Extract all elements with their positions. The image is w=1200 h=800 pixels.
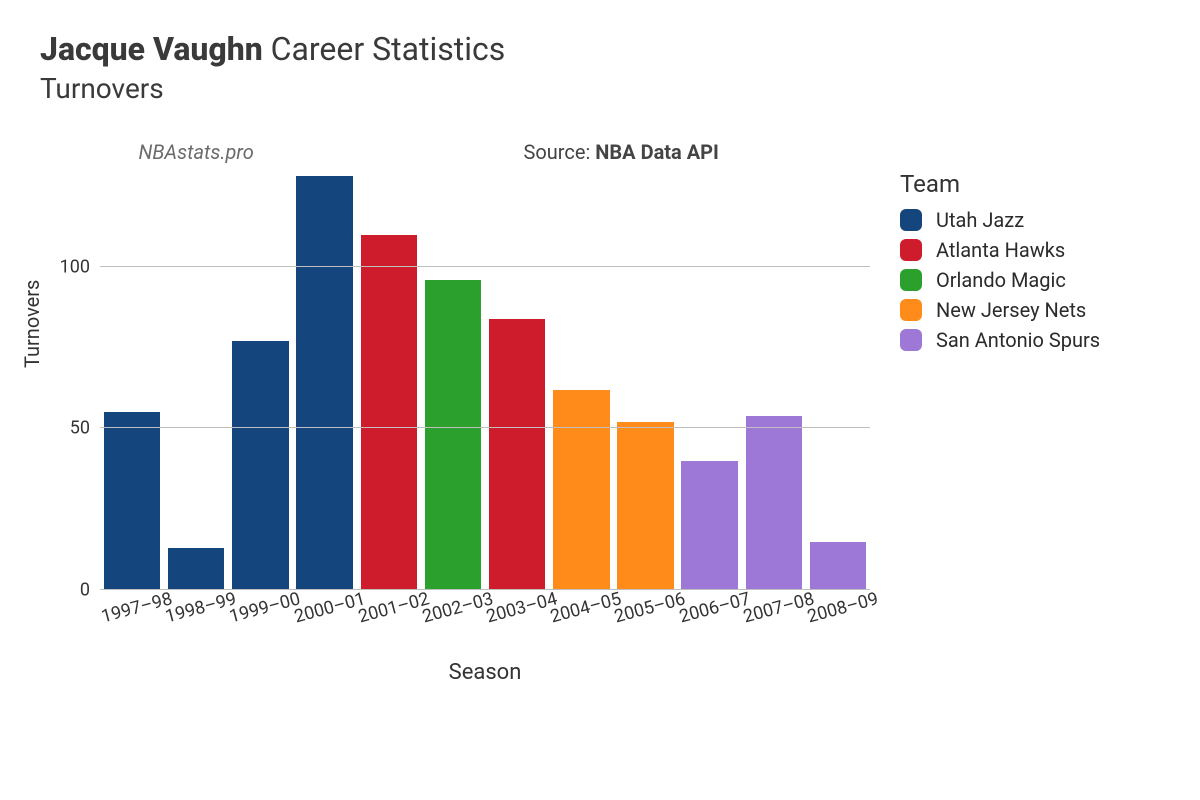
legend-label: New Jersey Nets <box>936 298 1086 322</box>
bar-slot: 2000–01 <box>293 170 357 590</box>
bar <box>810 542 866 590</box>
bar-slot: 1998–99 <box>164 170 228 590</box>
legend-swatch <box>900 239 922 261</box>
bar <box>489 319 545 590</box>
legend-item: New Jersey Nets <box>900 298 1100 322</box>
bar <box>425 280 481 590</box>
bar-slot: 2004–05 <box>549 170 613 590</box>
bar <box>104 412 160 590</box>
bar-slot: 1999–00 <box>228 170 292 590</box>
plot-area: 1997–981998–991999–002000–012001–022002–… <box>100 170 870 590</box>
legend-item: Utah Jazz <box>900 208 1100 232</box>
bar-slot: 2003–04 <box>485 170 549 590</box>
legend-label: San Antonio Spurs <box>936 328 1100 352</box>
bar <box>746 416 802 590</box>
bar-slot: 2008–09 <box>806 170 870 590</box>
y-tick-label: 100 <box>30 256 90 277</box>
bars-container: 1997–981998–991999–002000–012001–022002–… <box>100 170 870 590</box>
bar <box>361 235 417 590</box>
source-attribution: Source: NBA Data API <box>524 140 719 164</box>
bar-slot: 1997–98 <box>100 170 164 590</box>
gridline <box>100 266 870 267</box>
bar <box>232 341 288 590</box>
bar-slot: 2001–02 <box>357 170 421 590</box>
legend-swatch <box>900 269 922 291</box>
title-player-name: Jacque Vaughn <box>40 30 263 68</box>
y-tick-label: 50 <box>30 418 90 439</box>
x-axis-label: Season <box>100 660 870 685</box>
bar <box>617 422 673 590</box>
watermark-text: NBAstats.pro <box>139 140 254 164</box>
bar <box>553 390 609 590</box>
legend-item: Orlando Magic <box>900 268 1100 292</box>
y-tick-label: 0 <box>30 580 90 601</box>
legend-item: Atlanta Hawks <box>900 238 1100 262</box>
bar <box>296 176 352 590</box>
chart-stage: Jacque Vaughn Career Statistics Turnover… <box>0 0 1200 800</box>
legend-label: Atlanta Hawks <box>936 238 1065 262</box>
legend-swatch <box>900 329 922 351</box>
x-tick-label: 2008–09 <box>805 588 880 627</box>
bar <box>681 461 737 590</box>
legend-title: Team <box>900 170 1100 198</box>
source-value: NBA Data API <box>595 140 719 164</box>
bar-slot: 2006–07 <box>678 170 742 590</box>
bar-slot: 2007–08 <box>742 170 806 590</box>
legend-item: San Antonio Spurs <box>900 328 1100 352</box>
legend-swatch <box>900 209 922 231</box>
title-suffix: Career Statistics <box>263 30 506 68</box>
gridline <box>100 427 870 428</box>
bar <box>168 548 224 590</box>
bar-slot: 2002–03 <box>421 170 485 590</box>
bar-slot: 2005–06 <box>613 170 677 590</box>
subtitle-stat-name: Turnovers <box>40 72 164 105</box>
gridline <box>100 589 870 590</box>
legend-label: Orlando Magic <box>936 268 1066 292</box>
page-title: Jacque Vaughn Career Statistics <box>40 30 505 68</box>
source-label: Source: <box>524 140 596 164</box>
legend-swatch <box>900 299 922 321</box>
legend-label: Utah Jazz <box>936 208 1024 232</box>
legend: Team Utah Jazz Atlanta Hawks Orlando Magic… <box>900 170 1100 358</box>
y-axis-label: Turnovers <box>20 280 44 368</box>
